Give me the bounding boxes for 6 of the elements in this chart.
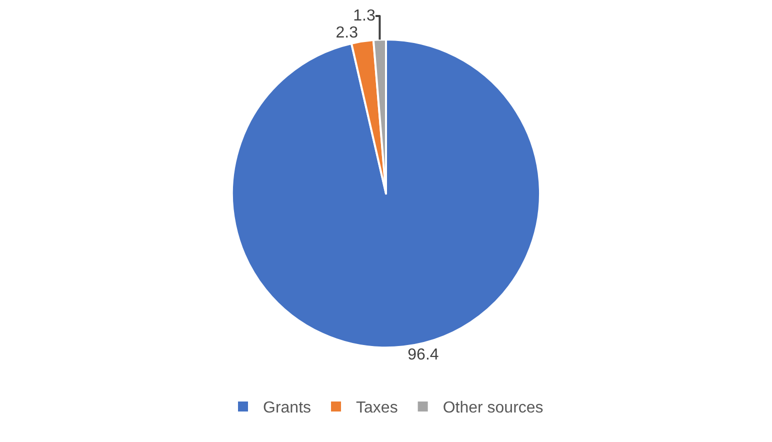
data-label: 96.4 xyxy=(408,346,439,364)
legend-label: Taxes xyxy=(356,400,398,417)
data-label: 2.3 xyxy=(336,24,358,42)
legend-label: Grants xyxy=(263,400,312,417)
legend-label: Other sources xyxy=(442,400,544,417)
data-label: 1.3 xyxy=(353,8,376,25)
